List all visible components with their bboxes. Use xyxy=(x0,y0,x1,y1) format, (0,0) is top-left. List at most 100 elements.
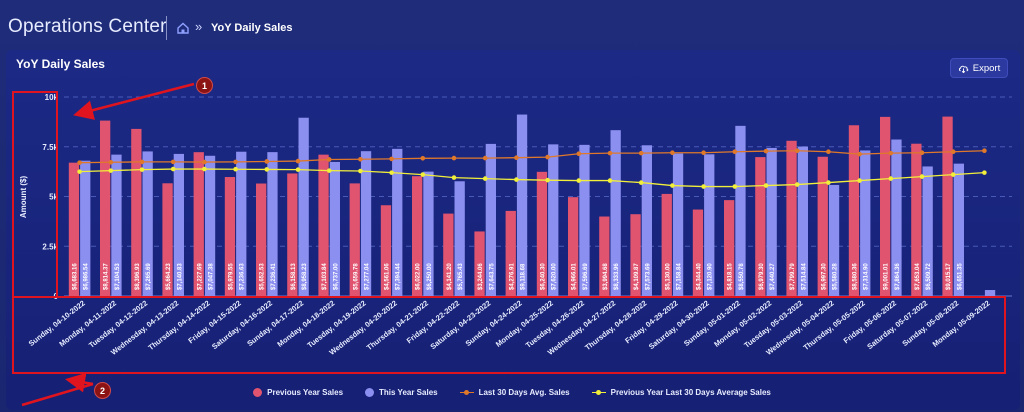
point-prev-last30 xyxy=(826,180,831,185)
bar-previous-year xyxy=(100,120,111,296)
legend-label: This Year Sales xyxy=(379,387,438,397)
bar-previous-year xyxy=(224,177,236,296)
point-prev-last30 xyxy=(794,182,800,187)
bar-data-label: $4,344.40 xyxy=(696,263,702,290)
bar-previous-year xyxy=(630,214,641,296)
legend-swatch-previous-year xyxy=(253,387,263,397)
annotation-box-x-axis xyxy=(12,296,1006,374)
bar-this-year xyxy=(111,154,122,296)
point-prev-last30 xyxy=(514,177,519,182)
bar-this-year xyxy=(80,160,91,296)
legend-last30[interactable]: Last 30 Days Avg. Sales xyxy=(459,388,570,397)
point-prev-last30 xyxy=(857,178,862,183)
bar-previous-year xyxy=(692,209,704,296)
bar-data-label: $9,118.68 xyxy=(521,263,527,290)
bar-this-year xyxy=(236,151,247,296)
bar-data-label: $5,580.28 xyxy=(833,263,839,290)
point-last30 xyxy=(420,155,426,161)
bar-this-year xyxy=(173,153,184,296)
bar-data-label: $8,333.96 xyxy=(614,263,620,290)
bar-previous-year xyxy=(349,183,360,296)
point-last30 xyxy=(576,151,582,157)
bar-data-label: $8,814.37 xyxy=(104,263,110,290)
bar-previous-year xyxy=(380,205,392,296)
point-prev-last30 xyxy=(202,166,207,172)
panel-title: YoY Daily Sales xyxy=(16,57,105,71)
bar-this-year xyxy=(579,144,590,296)
y-tick-label: 5k xyxy=(49,193,58,202)
point-prev-last30 xyxy=(77,169,82,174)
bar-data-label: $7,514.84 xyxy=(801,263,807,290)
bar-this-year xyxy=(298,117,309,296)
bar-data-label: $5,659.78 xyxy=(353,263,359,290)
legend-this-year[interactable]: This Year Sales xyxy=(365,387,438,397)
chart-legend: Previous Year Sales This Year Sales Last… xyxy=(0,384,1024,400)
breadcrumb-current: YoY Daily Sales xyxy=(211,22,293,34)
point-prev-last30 xyxy=(389,170,394,175)
point-last30 xyxy=(202,159,207,165)
legend-previous-year[interactable]: Previous Year Sales xyxy=(253,387,343,397)
point-prev-last30 xyxy=(233,166,238,172)
point-prev-last30 xyxy=(732,184,738,189)
bar-data-label: $7,314.90 xyxy=(864,263,870,290)
bar-previous-year xyxy=(505,210,516,296)
bar-previous-year xyxy=(131,128,142,296)
bar-data-label: $7,265.69 xyxy=(146,263,152,290)
bar-data-label: $5,130.00 xyxy=(665,263,671,290)
bar-data-label: $6,651.35 xyxy=(957,263,963,290)
export-button[interactable]: Export xyxy=(950,58,1008,78)
point-last30 xyxy=(763,148,769,154)
bar-data-label: $9,001.01 xyxy=(884,263,890,290)
bar-previous-year xyxy=(318,154,329,296)
bar-this-year xyxy=(360,151,372,296)
home-icon[interactable] xyxy=(176,21,190,35)
breadcrumb-separator: » xyxy=(195,19,203,34)
bar-data-label: $7,277.04 xyxy=(365,263,371,290)
point-prev-last30 xyxy=(982,170,987,175)
export-label: Export xyxy=(972,62,1001,74)
bar-this-year xyxy=(860,150,871,296)
bar-data-label: $7,104.53 xyxy=(115,263,121,290)
point-prev-last30 xyxy=(670,183,675,188)
point-prev-last30 xyxy=(108,168,114,173)
bar-data-label: $3,244.06 xyxy=(478,263,484,290)
bar-data-label: $6,737.00 xyxy=(333,263,339,290)
bar-previous-year xyxy=(68,162,80,296)
point-prev-last30 xyxy=(139,167,145,172)
bar-previous-year xyxy=(755,157,766,296)
point-last30 xyxy=(264,159,270,164)
point-prev-last30 xyxy=(763,183,769,188)
point-prev-last30 xyxy=(888,176,894,181)
point-prev-last30 xyxy=(295,167,301,172)
point-last30 xyxy=(108,159,114,165)
point-last30 xyxy=(888,150,894,156)
top-bar: Operations Center » YoY Daily Sales xyxy=(0,0,1024,52)
point-prev-last30 xyxy=(358,168,363,174)
bar-data-label: $4,818.15 xyxy=(728,263,734,290)
bar-data-label: $7,236.41 xyxy=(271,263,277,290)
bar-data-label: $6,683.16 xyxy=(72,263,78,290)
bar-this-year xyxy=(984,290,996,296)
bar-previous-year xyxy=(786,140,797,296)
bar-data-label: $6,250.00 xyxy=(427,263,433,290)
bar-this-year xyxy=(392,148,403,296)
bar-data-label: $7,103.84 xyxy=(322,263,328,290)
bar-data-label: $7,394.44 xyxy=(396,263,402,290)
point-last30 xyxy=(326,157,332,162)
bar-data-label: $7,573.69 xyxy=(645,263,651,290)
line-prev-last30 xyxy=(79,168,985,188)
bar-this-year xyxy=(797,146,808,296)
bar-data-label: $6,979.30 xyxy=(759,263,765,290)
bar-data-label: $6,509.72 xyxy=(926,263,932,290)
legend-prev-last30[interactable]: Previous Year Last 30 Days Average Sales xyxy=(591,387,771,397)
point-prev-last30 xyxy=(919,174,925,179)
bar-previous-year xyxy=(193,152,204,296)
point-last30 xyxy=(170,159,176,165)
bar-data-label: $5,979.55 xyxy=(228,263,234,290)
point-last30 xyxy=(607,150,613,156)
point-last30 xyxy=(826,149,831,155)
bar-previous-year xyxy=(162,183,173,296)
y-axis-label: Amount ($) xyxy=(19,176,28,219)
point-last30 xyxy=(670,150,675,156)
legend-label: Previous Year Last 30 Days Average Sales xyxy=(610,387,771,397)
